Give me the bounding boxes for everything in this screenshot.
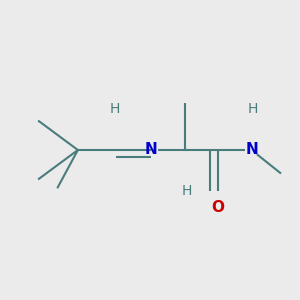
Text: H: H: [110, 102, 120, 116]
Text: H: H: [248, 102, 258, 116]
Text: H: H: [182, 184, 192, 198]
Text: N: N: [145, 142, 158, 158]
Text: O: O: [211, 200, 224, 215]
Text: N: N: [245, 142, 258, 158]
